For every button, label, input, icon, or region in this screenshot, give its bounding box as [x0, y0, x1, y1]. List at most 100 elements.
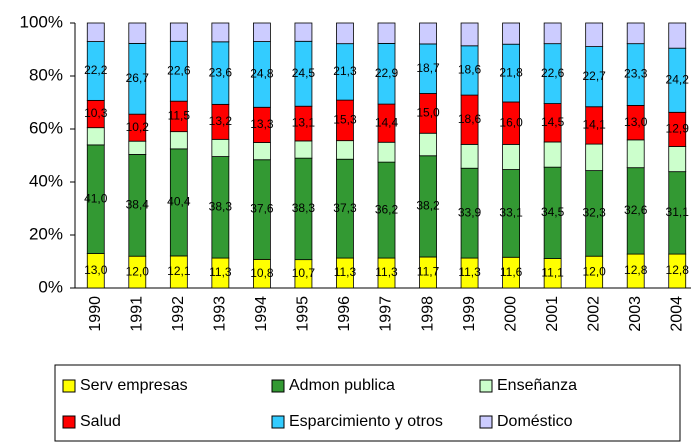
legend-label: Admon publica	[289, 377, 395, 394]
y-tick-label: 100%	[20, 12, 63, 31]
x-tick-label: 2004	[668, 296, 685, 332]
x-tick-label: 1996	[336, 296, 353, 332]
bar-segment	[86, 127, 105, 146]
x-tick-label: 2001	[544, 296, 561, 332]
data-label: 11,1	[541, 265, 564, 279]
x-tick-label: 1992	[170, 296, 187, 332]
bar-segment	[543, 141, 562, 168]
data-label: 37,6	[250, 202, 274, 216]
x-tick-label: 1998	[419, 296, 436, 332]
bar-segment	[460, 143, 479, 169]
data-label: 11,3	[334, 265, 357, 279]
data-label: 13,2	[209, 114, 233, 128]
legend-label: Esparcimiento y otros	[289, 413, 443, 430]
bar-segment	[626, 139, 645, 169]
data-label: 38,2	[416, 199, 440, 213]
bar-segment	[419, 132, 437, 157]
bar-segment	[377, 22, 396, 44]
data-label: 33,1	[499, 206, 523, 220]
y-tick-label: 0%	[38, 277, 63, 296]
x-tick-label: 1993	[212, 296, 229, 332]
data-label: 13,0	[84, 263, 108, 277]
data-label: 31,1	[666, 205, 690, 219]
data-label: 22,6	[541, 66, 565, 80]
data-label: 12,0	[582, 264, 606, 278]
bar-segment	[294, 140, 313, 159]
data-label: 38,3	[209, 199, 233, 213]
bar-segment	[502, 143, 521, 170]
bar-segment	[460, 22, 479, 47]
data-label: 11,7	[417, 265, 440, 279]
data-label: 38,4	[126, 197, 150, 211]
data-label: 41,0	[84, 191, 108, 205]
data-label: 12,1	[167, 264, 191, 278]
data-label: 21,8	[499, 65, 523, 79]
bar-segment	[585, 22, 604, 47]
data-label: 13,1	[292, 116, 316, 130]
bar-segment	[86, 22, 105, 42]
data-label: 10,2	[126, 120, 150, 134]
data-label: 18,7	[416, 61, 440, 75]
legend-label: Serv empresas	[80, 377, 188, 394]
x-tick-label: 1991	[129, 296, 146, 332]
data-label: 11,6	[500, 265, 523, 279]
data-label: 12,0	[126, 264, 150, 278]
legend-swatch	[479, 415, 493, 429]
y-tick-label: 80%	[29, 65, 63, 84]
data-label: 11,5	[168, 109, 191, 123]
data-label: 24,8	[250, 67, 274, 81]
legend-swatch	[479, 379, 493, 393]
data-label: 22,7	[582, 69, 606, 83]
data-label: 15,0	[416, 106, 440, 120]
y-tick-label: 60%	[29, 118, 63, 137]
data-label: 10,3	[84, 106, 108, 120]
data-label: 18,6	[458, 63, 482, 77]
data-label: 37,3	[333, 201, 357, 215]
data-label: 12,8	[624, 263, 648, 277]
legend-swatch	[62, 415, 76, 429]
data-label: 10,8	[250, 266, 274, 280]
data-label: 13,3	[250, 117, 274, 131]
data-label: 34,5	[541, 205, 565, 219]
data-label: 16,0	[499, 115, 523, 129]
data-label: 38,3	[292, 201, 316, 215]
data-label: 12,9	[666, 122, 690, 136]
data-label: 13,0	[624, 115, 648, 129]
data-label: 23,6	[209, 65, 233, 79]
bar-segment	[377, 141, 396, 163]
bar-segment	[336, 22, 354, 45]
data-label: 15,3	[333, 113, 357, 127]
legend-swatch	[62, 379, 76, 393]
x-tick-label: 2003	[627, 296, 644, 332]
data-label: 14,5	[541, 115, 565, 129]
data-label: 14,4	[375, 115, 399, 129]
data-label: 32,6	[624, 203, 648, 217]
y-tick-label: 20%	[29, 224, 63, 243]
data-label: 24,2	[666, 72, 690, 86]
data-label: 21,3	[333, 64, 357, 78]
legend-label: Salud	[80, 413, 121, 430]
x-tick-label: 1997	[378, 296, 395, 332]
data-label: 40,4	[167, 195, 191, 209]
bar-segment	[169, 131, 188, 150]
y-tick-label: 40%	[29, 171, 63, 190]
data-label: 12,8	[666, 263, 690, 277]
bar-segment	[128, 140, 147, 155]
data-label: 36,2	[375, 202, 399, 216]
legend-swatch	[271, 379, 285, 393]
bar-segment	[668, 146, 687, 173]
bar-segment	[211, 22, 230, 43]
data-label: 11,3	[209, 265, 232, 279]
data-label: 11,3	[375, 265, 398, 279]
bar-segment	[252, 142, 271, 161]
bar-segment	[502, 22, 521, 45]
x-tick-label: 2000	[502, 296, 519, 332]
data-label: 22,9	[375, 66, 399, 80]
data-label: 14,1	[582, 118, 606, 132]
bar-segment	[169, 22, 188, 42]
data-label: 33,9	[458, 205, 482, 219]
bar-segment	[585, 143, 604, 172]
legend-label: Enseñanza	[497, 377, 577, 394]
data-label: 22,2	[84, 63, 108, 77]
